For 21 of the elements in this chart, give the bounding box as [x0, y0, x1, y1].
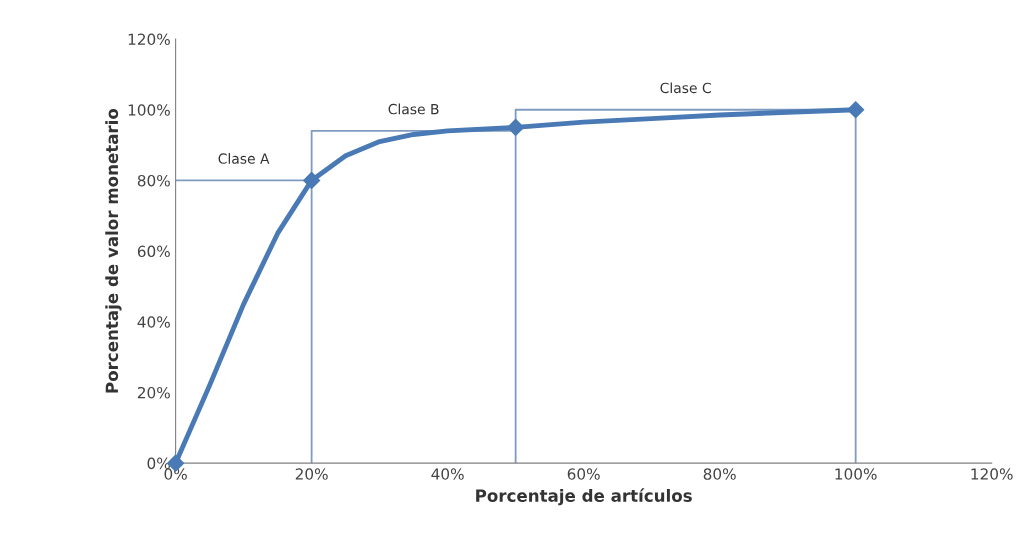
- y-tick-label: 0%: [147, 457, 170, 470]
- x-axis-title: Porcentaje de artículos: [476, 488, 692, 506]
- y-tick-label: 20%: [137, 386, 170, 399]
- point: [303, 171, 321, 189]
- y-axis-title: Porcentaje de valor monetario: [105, 108, 122, 393]
- annotation: Clase A: [218, 153, 270, 164]
- x-tick-label: 20%: [295, 468, 328, 480]
- y-tick-label: 80%: [137, 174, 170, 187]
- x-tick-label: 120%: [971, 468, 1013, 480]
- annotation: Clase B: [388, 103, 439, 115]
- y-tick-label: 100%: [128, 104, 170, 116]
- x-tick-label: 60%: [567, 468, 600, 480]
- x-tick-label: 100%: [835, 468, 877, 480]
- point: [847, 101, 865, 119]
- y-tick-label: 120%: [128, 33, 170, 46]
- x-tick-label: 80%: [703, 468, 736, 480]
- point: [507, 118, 525, 136]
- y-tick-label: 60%: [137, 245, 170, 258]
- x-tick-label: 40%: [431, 468, 464, 480]
- y-tick-label: 40%: [137, 316, 170, 328]
- annotation: Clase C: [660, 82, 711, 94]
